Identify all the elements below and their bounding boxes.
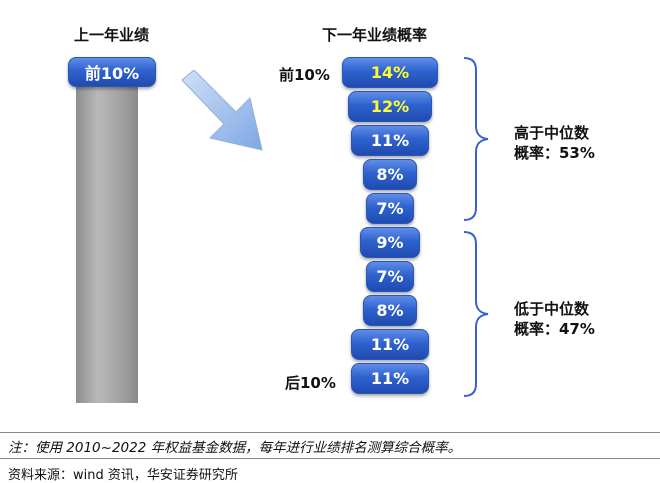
left-top-label: 前10% — [68, 57, 156, 87]
probability-bar: 12% — [348, 91, 432, 122]
probability-bar: 11% — [350, 363, 430, 394]
brace-low-icon — [463, 231, 489, 397]
group-high-line2: 概率：53% — [514, 144, 595, 162]
probability-bar: 8% — [363, 295, 417, 326]
probability-bar: 11% — [350, 125, 430, 156]
brace-high-icon — [463, 57, 489, 221]
probability-bar: 9% — [360, 227, 420, 258]
probability-bar: 7% — [366, 193, 414, 224]
probability-bar: 8% — [363, 159, 417, 190]
group-high-text: 高于中位数 概率：53% — [514, 123, 595, 163]
note-divider — [0, 432, 660, 433]
probability-bar: 11% — [350, 329, 430, 360]
arrow-right-down-icon — [181, 70, 263, 151]
group-low-line2: 概率：47% — [514, 320, 595, 338]
probability-bar: 7% — [366, 261, 414, 292]
group-low-text: 低于中位数 概率：47% — [514, 299, 595, 339]
bottom-side-label: 后10% — [285, 374, 336, 392]
group-low-line1: 低于中位数 — [514, 300, 590, 318]
source-divider — [0, 458, 660, 459]
probability-bar: 14% — [342, 57, 438, 88]
group-high-line1: 高于中位数 — [514, 124, 590, 142]
right-title: 下一年业绩概率 — [322, 26, 428, 44]
left-gray-bar — [76, 70, 138, 403]
note-text: 注：使用 2010~2022 年权益基金数据，每年进行业绩排名测算综合概率。 — [8, 440, 462, 456]
top-side-label: 前10% — [279, 66, 330, 84]
left-title: 上一年业绩 — [74, 26, 150, 44]
source-text: 资料来源：wind 资讯，华安证券研究所 — [8, 468, 238, 483]
